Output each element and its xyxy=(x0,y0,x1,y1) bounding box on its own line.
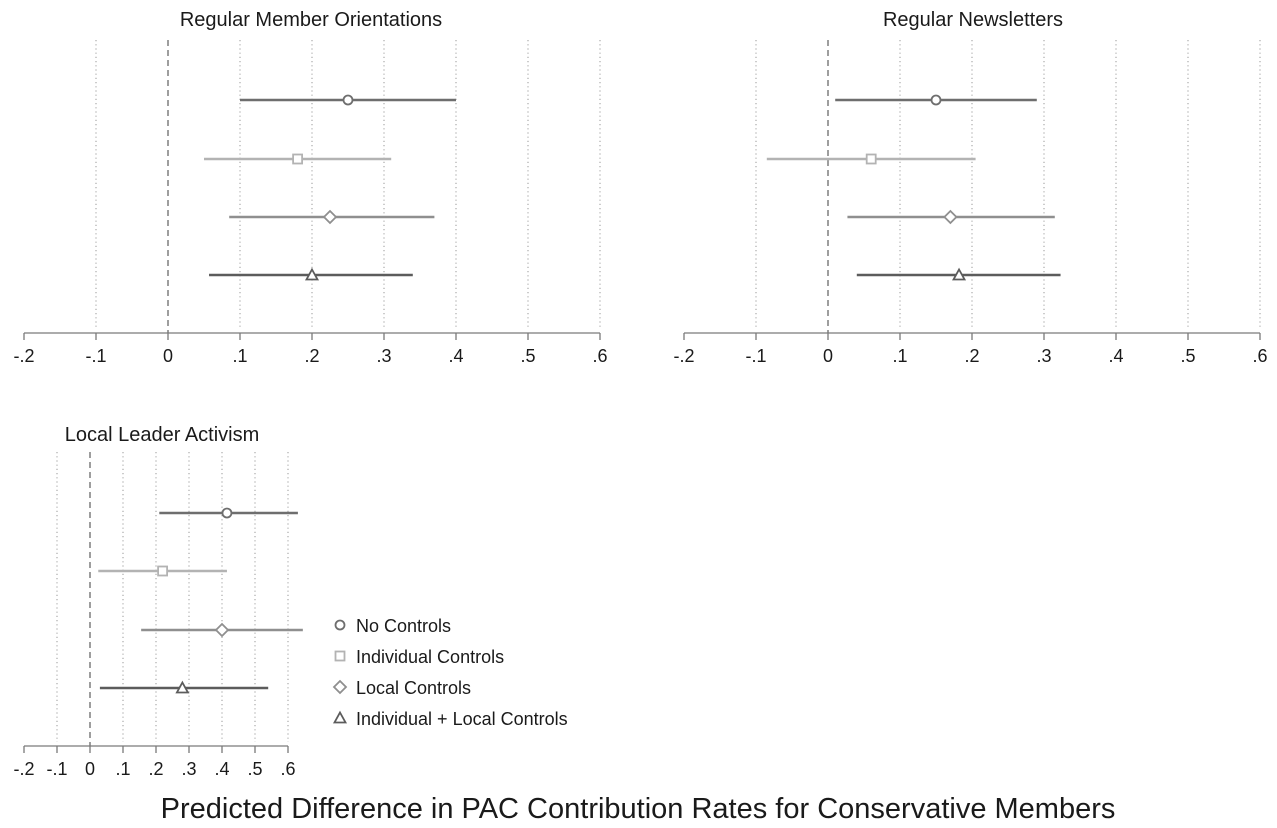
legend-label: Local Controls xyxy=(356,678,471,698)
x-tick-label: -.1 xyxy=(85,346,106,366)
legend-marker-square xyxy=(334,650,346,662)
x-tick-label: .1 xyxy=(232,346,247,366)
point-estimate xyxy=(943,209,958,225)
x-tick-label: 0 xyxy=(85,759,95,779)
legend-marker-circle xyxy=(334,619,346,631)
x-tick-label: -.2 xyxy=(13,759,34,779)
x-tick-label: .2 xyxy=(148,759,163,779)
x-tick-label: -.2 xyxy=(673,346,694,366)
panel-title: Regular Newsletters xyxy=(883,9,1063,31)
point-estimate xyxy=(221,507,233,519)
panel-2: Regular Newsletters -.2 -.1 0 .1 .2 .3 .4 .5 .6 xyxy=(673,9,1267,366)
x-tick-label: .5 xyxy=(247,759,262,779)
legend-marker-diamond xyxy=(332,679,348,695)
panel-title: Regular Member Orientations xyxy=(180,9,442,31)
point-estimate xyxy=(865,153,877,165)
x-tick-label: .3 xyxy=(376,346,391,366)
legend-label: Individual Controls xyxy=(356,647,504,667)
legend: No Controls Individual Controls Local Cont… xyxy=(332,616,568,729)
panel-3: Local Leader Activism -.2 -.1 0 .1 .2 .3 .4 .5 .6 xyxy=(13,424,303,779)
x-tick-label: .4 xyxy=(448,346,463,366)
point-estimate xyxy=(930,94,942,106)
x-tick-label: 0 xyxy=(163,346,173,366)
x-tick-label: -.2 xyxy=(13,346,34,366)
x-tick-label: .6 xyxy=(1252,346,1267,366)
x-tick-label: .6 xyxy=(280,759,295,779)
x-tick-label: .2 xyxy=(304,346,319,366)
panel-title: Local Leader Activism xyxy=(65,424,260,446)
x-tick-label: .3 xyxy=(1036,346,1051,366)
point-estimate xyxy=(304,267,320,281)
x-tick-label: .2 xyxy=(964,346,979,366)
point-estimate xyxy=(214,622,230,638)
panel-1: Regular Member Orientations -.2 -.1 0 .1 .2 .3… xyxy=(13,9,607,366)
legend-label: Individual + Local Controls xyxy=(356,709,568,729)
x-tick-label: .5 xyxy=(1180,346,1195,366)
point-estimate xyxy=(342,94,354,106)
point-estimate xyxy=(175,680,190,694)
x-tick-label: .1 xyxy=(115,759,130,779)
figure-x-title: Predicted Difference in PAC Contribution… xyxy=(161,793,1116,825)
point-estimate xyxy=(952,267,967,281)
x-tick-label: .1 xyxy=(892,346,907,366)
point-estimate xyxy=(322,209,338,225)
x-tick-label: .6 xyxy=(592,346,607,366)
legend-label: No Controls xyxy=(356,616,451,636)
x-tick-label: .5 xyxy=(520,346,535,366)
point-estimate xyxy=(157,565,169,577)
x-tick-label: -.1 xyxy=(46,759,67,779)
x-tick-label: .3 xyxy=(181,759,196,779)
legend-marker-triangle xyxy=(332,710,348,724)
x-tick-label: 0 xyxy=(823,346,833,366)
x-tick-label: .4 xyxy=(1108,346,1123,366)
x-tick-label: -.1 xyxy=(745,346,766,366)
point-estimate xyxy=(292,153,304,165)
x-tick-label: .4 xyxy=(214,759,229,779)
